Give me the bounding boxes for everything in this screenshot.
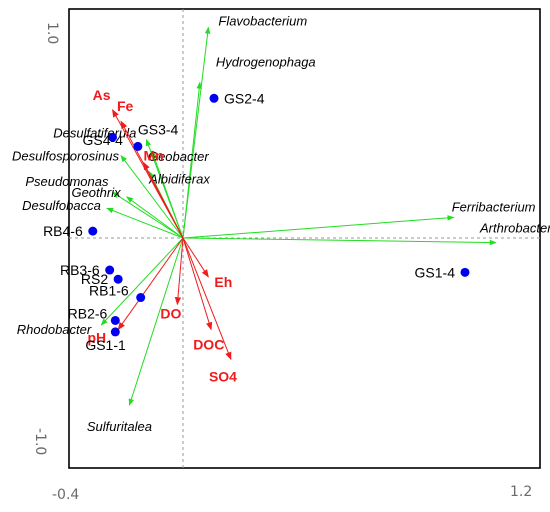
- env-label-doc: DOC: [193, 337, 224, 353]
- species-label-desulfobacca: Desulfobacca: [22, 198, 101, 213]
- site-point-rb4-6: [88, 226, 98, 236]
- site-point-gs1-1: [110, 327, 120, 337]
- site-label-rb4-6: RB4-6: [43, 223, 83, 239]
- species-label-desulfosporosinus: Desulfosporosinus: [12, 149, 119, 164]
- species-arrow-desulfosporosinus: [120, 155, 184, 239]
- species-arrow-arthrobacter: [182, 237, 497, 246]
- site-point-gs1-4: [460, 267, 470, 277]
- species-label-hydrogenophaga: Hydrogenophaga: [216, 54, 316, 69]
- site-label-rb2-6: RB2-6: [68, 305, 108, 321]
- env-arrow-do: [174, 237, 184, 306]
- species-arrow-hydrogenophaga: [182, 81, 203, 239]
- species-arrow-desulfobacca: [106, 207, 184, 239]
- env-label-so4: SO4: [209, 368, 237, 384]
- site-point-gs3-4: [133, 141, 143, 151]
- species-arrows: Flavobacterium Hydrogenophaga Geobacter Des…: [12, 13, 550, 434]
- species-label-albidiferax: Albidiferax: [148, 172, 210, 187]
- site-label-gs2-4: GS2-4: [224, 90, 265, 106]
- env-arrow-so4: [182, 237, 232, 361]
- site-point-rb3-6: [105, 265, 115, 275]
- species-arrow-pseudomonas: [111, 191, 184, 239]
- env-arrow-eh: [182, 237, 209, 278]
- env-arrow-ph: [117, 237, 184, 331]
- environment-arrows: As Fe Mn Eh DO DOC SO4 pH: [87, 87, 237, 385]
- env-label-eh: Eh: [214, 274, 232, 290]
- species-label-rhodobacter: Rhodobacter: [17, 322, 92, 337]
- site-label-gs1-4: GS1-4: [415, 264, 456, 280]
- site-label-rb1-6: RB1-6: [89, 283, 129, 299]
- site-label-gs1-1: GS1-1: [85, 337, 126, 353]
- env-label-as: As: [93, 87, 111, 103]
- species-arrow-ferribacterium: [182, 215, 455, 239]
- site-point-gs2-4: [209, 93, 219, 103]
- site-label-gs4-4: GS4-4: [83, 132, 124, 148]
- species-label-pseudomonas: Pseudomonas: [25, 174, 109, 189]
- site-label-rb3-6: RB3-6: [60, 262, 100, 278]
- species-label-sulfuritalea: Sulfuritalea: [87, 419, 152, 434]
- species-label-ferribacterium: Ferribacterium: [452, 199, 536, 214]
- x-tick-label-left: -0.4: [52, 487, 79, 503]
- env-arrow-doc: [182, 237, 213, 331]
- env-label-ph: pH: [87, 330, 106, 346]
- y-tick-label-top: 1.0: [44, 22, 60, 44]
- species-arrow-desulfatiferula: [145, 138, 184, 239]
- env-label-fe: Fe: [117, 98, 134, 114]
- site-point-rs2: [113, 274, 123, 284]
- env-arrow-mn: [143, 161, 184, 239]
- site-point-gs4-4: [108, 132, 117, 142]
- env-label-do: DO: [160, 305, 181, 321]
- x-tick-label-right: 1.2: [510, 484, 532, 500]
- y-tick-label-bottom: -1.0: [32, 428, 48, 455]
- species-label-arthrobacter: Arthrobacter: [479, 221, 550, 236]
- env-label-mn: Mn: [144, 147, 164, 163]
- site-point-rb2-6: [110, 315, 120, 325]
- species-label-flavobacterium: Flavobacterium: [218, 13, 307, 28]
- species-arrow-geothrix: [126, 196, 184, 239]
- site-label-rs2: RS2: [81, 271, 108, 287]
- site-point-rb1-6: [136, 293, 146, 303]
- species-label-geothrix: Geothrix: [71, 185, 121, 200]
- species-arrow-rhodobacter: [100, 237, 184, 326]
- species-label-geobacter: Geobacter: [148, 149, 209, 164]
- species-arrow-sulfuritalea: [128, 237, 184, 406]
- site-label-gs3-4: GS3-4: [138, 121, 179, 137]
